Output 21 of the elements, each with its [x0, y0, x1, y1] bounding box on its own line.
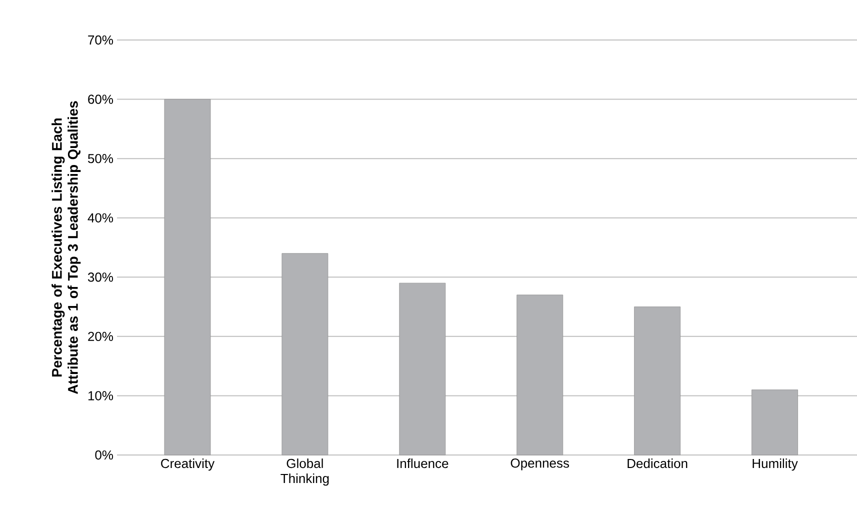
- y-tick-label: 60%: [88, 94, 114, 104]
- y-tick-label: 70%: [88, 35, 114, 45]
- y-axis-title: Percentage of Executives Listing Each Attribute as 1 of Top 3 Leadership Qualities: [52, 101, 81, 394]
- x-tick-label: Openness: [510, 458, 570, 470]
- bar: [282, 253, 328, 456]
- x-tick-label: Humility: [752, 458, 798, 471]
- bar: [399, 282, 446, 456]
- y-tick-label: 40%: [88, 213, 114, 222]
- x-tick-label: Dedication: [628, 458, 688, 468]
- y-tick-label: 30%: [88, 272, 114, 282]
- y-tick-label: 20%: [88, 332, 114, 342]
- bar: [516, 294, 564, 456]
- bar: [164, 99, 211, 456]
- x-tick-label: Creativity: [161, 458, 215, 471]
- y-tick-label: 10%: [88, 391, 114, 400]
- y-tick-label: 50%: [88, 154, 114, 164]
- x-tick-label: Global Thinking: [280, 458, 329, 486]
- y-tick-label: 0%: [95, 450, 114, 460]
- bar: [752, 390, 798, 456]
- bar: [634, 306, 681, 456]
- x-tick-label: Influence: [397, 458, 448, 468]
